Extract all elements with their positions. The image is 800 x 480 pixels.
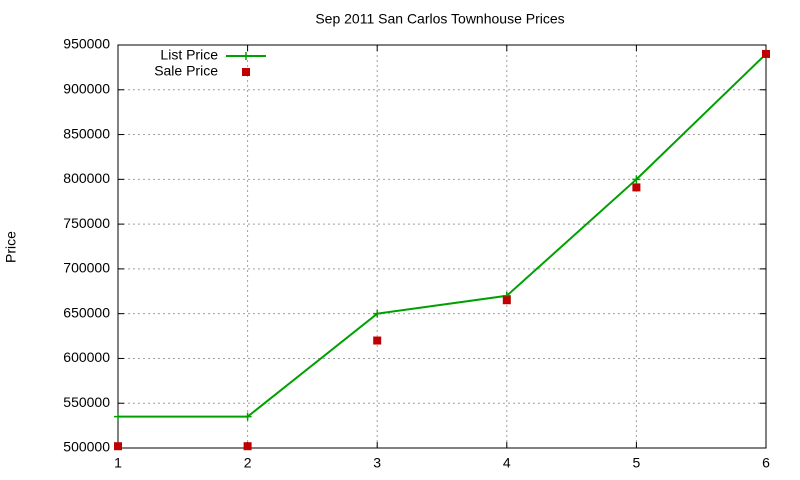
- x-tick-label: 4: [503, 455, 511, 471]
- y-tick-label: 950000: [63, 36, 110, 52]
- y-tick-label: 850000: [63, 125, 110, 141]
- y-tick-label: 800000: [63, 170, 110, 186]
- point: [373, 336, 382, 345]
- x-tick-label: 6: [762, 455, 770, 471]
- legend-label: Sale Price: [154, 63, 218, 79]
- y-axis-label: Price: [3, 231, 19, 263]
- point: [114, 412, 122, 421]
- point: [243, 412, 252, 421]
- legend-marker: [242, 68, 250, 76]
- y-tick-label: 650000: [63, 304, 110, 320]
- chart-title: Sep 2011 San Carlos Townhouse Prices: [315, 11, 564, 27]
- point: [632, 183, 641, 192]
- y-tick-label: 550000: [63, 394, 110, 410]
- plot-frame: [117, 44, 767, 449]
- point: [114, 442, 122, 451]
- point: [502, 296, 511, 305]
- y-tick-label: 500000: [63, 439, 110, 455]
- point: [243, 442, 252, 451]
- point: [632, 175, 641, 184]
- y-tick-label: 700000: [63, 260, 110, 276]
- y-tick-label: 750000: [63, 215, 110, 231]
- point: [762, 49, 770, 58]
- series-line: [118, 53, 767, 418]
- legend-label: List Price: [160, 47, 218, 63]
- legend-marker: [242, 52, 250, 60]
- y-tick-label: 600000: [63, 349, 110, 365]
- x-tick-label: 1: [114, 455, 122, 471]
- point: [373, 309, 382, 318]
- x-tick-label: 5: [633, 455, 641, 471]
- x-tick-label: 3: [373, 455, 381, 471]
- y-tick-label: 900000: [63, 80, 110, 96]
- x-tick-label: 2: [244, 455, 252, 471]
